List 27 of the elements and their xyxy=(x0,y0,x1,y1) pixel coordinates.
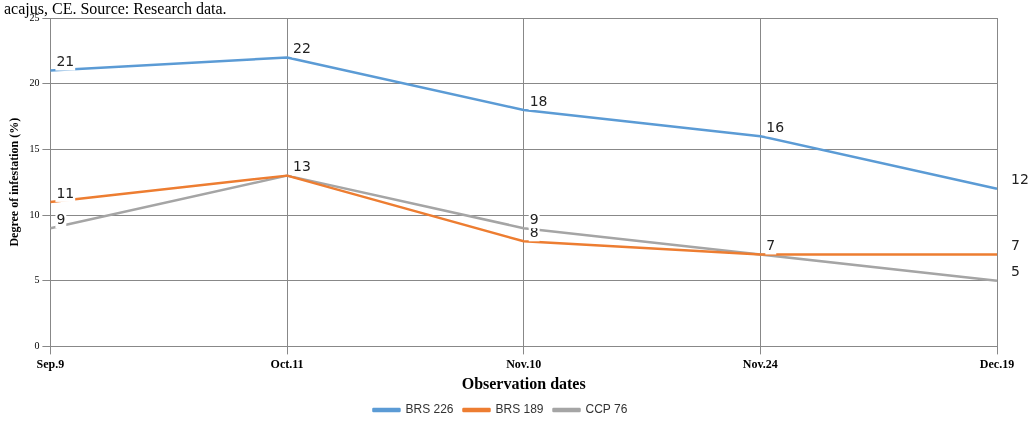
y-tick-label: 10 xyxy=(29,208,40,220)
data-label: 22 xyxy=(293,40,311,57)
data-label: 9 xyxy=(529,210,539,227)
data-label: 5 xyxy=(1011,263,1020,280)
x-tick-label: Oct.11 xyxy=(270,356,304,371)
data-label: 12 xyxy=(1011,171,1029,188)
data-label: 7 xyxy=(766,237,776,254)
legend-label: BRS 189 xyxy=(495,402,544,417)
data-label: 11 xyxy=(56,184,75,201)
data-label: 9 xyxy=(56,210,66,227)
x-axis-title: Observation dates xyxy=(461,374,586,392)
y-tick-label: 0 xyxy=(34,340,40,352)
y-axis-title: Degree of infestation (%) xyxy=(7,117,22,247)
data-label: 7 xyxy=(1011,237,1020,254)
x-tick-label: Sep.9 xyxy=(36,356,65,371)
y-tick-label: 5 xyxy=(34,274,40,286)
data-label: 18 xyxy=(529,92,548,109)
legend-label: BRS 226 xyxy=(405,402,454,417)
x-tick-label: Nov.24 xyxy=(742,356,778,371)
data-label: 21 xyxy=(56,53,75,70)
y-tick-label: 20 xyxy=(29,77,40,89)
data-label: 16 xyxy=(766,118,785,135)
y-tick-label: 15 xyxy=(29,142,40,154)
x-tick-label: Dec.19 xyxy=(979,356,1015,371)
legend-label: CCP 76 xyxy=(585,402,628,417)
data-label: 13 xyxy=(293,158,311,175)
x-tick-label: Nov.10 xyxy=(506,356,542,371)
